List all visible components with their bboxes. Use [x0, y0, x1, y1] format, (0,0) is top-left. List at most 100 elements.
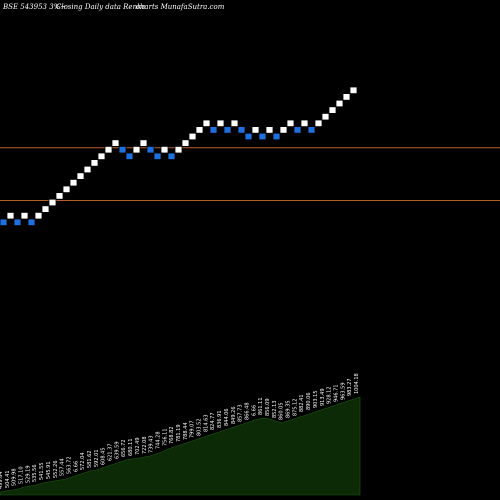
renko-brick-down — [258, 132, 267, 141]
volume-label: 656.72 — [121, 440, 127, 458]
volume-label: 739.43 — [149, 436, 155, 454]
renko-brick-up — [279, 126, 288, 134]
renko-brick-up — [20, 211, 29, 220]
renko-brick-down — [167, 152, 176, 160]
volume-label: 504.41 — [5, 471, 11, 489]
volume-label: 963.59 — [340, 383, 346, 401]
volume-label: 541.55 — [39, 463, 45, 481]
renko-brick-up — [160, 145, 169, 154]
volume-label: 844.06 — [224, 409, 230, 427]
renko-brick-up — [300, 119, 309, 127]
renko-brick-up — [83, 165, 92, 174]
volume-label: 781.19 — [176, 425, 182, 443]
volume-label: 875.12 — [292, 399, 298, 417]
volume-label: 869.35 — [286, 401, 292, 419]
volume-label: 849.26 — [231, 407, 237, 425]
renko-brick-up — [90, 159, 99, 167]
renko-brick-up — [321, 113, 330, 121]
reference-levels — [0, 147, 500, 202]
renko-brick-up — [62, 185, 71, 193]
renko-brick-up — [216, 119, 225, 127]
renko-brick-up — [188, 132, 197, 141]
chart-title: BSE 543953 3%~ — [3, 3, 67, 11]
renko-brick-up — [104, 145, 113, 154]
volume-label: 860.05 — [279, 403, 285, 421]
volume-label: 852.13 — [272, 401, 278, 419]
renko-brick-down — [272, 132, 281, 141]
volume-label: 608.45 — [101, 448, 107, 466]
chart-subtitle: Closing Daily data Renko — [56, 3, 146, 11]
renko-brick-down — [27, 218, 36, 226]
volume-label: 581.62 — [87, 451, 93, 469]
volume-label: 572.04 — [80, 453, 86, 471]
volume-label: 563.72 — [67, 457, 73, 475]
volume-label: 882.41 — [299, 395, 305, 413]
renko-brick-up — [174, 145, 183, 154]
renko-brick-down — [237, 126, 246, 134]
volume-label: 6.66 — [73, 461, 79, 472]
renko-brick-down — [307, 126, 316, 134]
volume-label: 803.52 — [197, 419, 203, 437]
renko-brick-up — [181, 139, 190, 147]
renko-brick-down — [118, 145, 127, 154]
renko-brick-up — [76, 172, 85, 180]
volume-label: 788.44 — [183, 423, 189, 441]
renko-brick-up — [342, 93, 351, 101]
renko-brick-up — [251, 126, 260, 134]
renko-brick-up — [328, 106, 337, 114]
volume-label: 857.73 — [238, 405, 244, 423]
chart-brand: charts MunafaSutra.com — [136, 3, 225, 11]
renko-brick-up — [34, 211, 43, 220]
renko-brick-down — [146, 145, 155, 154]
renko-brick-down — [125, 152, 134, 160]
volume-label: 983.27 — [347, 379, 353, 397]
volume-label: 903.15 — [313, 391, 319, 409]
volume-label: 928.12 — [327, 387, 333, 405]
volume-label: 557.44 — [60, 459, 66, 477]
volume-label: 552.26 — [53, 461, 59, 479]
renko-brick-down — [293, 126, 302, 134]
volume-label: 517.10 — [19, 467, 25, 485]
renko-brick-up — [286, 119, 295, 127]
renko-brick-up — [97, 152, 106, 160]
volume-label: 814.63 — [203, 415, 209, 433]
volume-label: 890.06 — [306, 393, 312, 411]
volume-label: 529.19 — [25, 466, 31, 484]
renko-brick-up — [230, 119, 239, 127]
volume-label: 545.91 — [46, 462, 52, 480]
renko-brick-down — [13, 218, 22, 226]
volume-label: 768.82 — [169, 427, 175, 445]
volume-label: 535.56 — [32, 465, 38, 483]
volume-label: 861.11 — [258, 398, 264, 416]
volume-label: 6.66 — [251, 405, 257, 416]
renko-brick-up — [139, 139, 148, 147]
renko-brick-down — [223, 126, 232, 134]
volume-label: 756.11 — [162, 429, 168, 447]
volume-label: 744.28 — [156, 432, 162, 450]
volume-label: 722.08 — [142, 437, 148, 455]
volume-label: 592.01 — [94, 450, 100, 468]
volume-label: 824.77 — [210, 413, 216, 431]
renko-brick-up — [202, 119, 211, 127]
renko-brick-up — [6, 211, 15, 220]
renko-brick-down — [209, 126, 218, 134]
volume-label: 702.49 — [135, 438, 141, 456]
renko-brick-up — [132, 145, 141, 154]
volume-label: 1004.18 — [354, 373, 360, 394]
volume-area — [0, 396, 361, 496]
renko-brick-up — [314, 119, 323, 127]
volume-fill — [0, 396, 361, 496]
renko-brick-up — [69, 178, 78, 187]
renko-brick-down — [244, 132, 253, 141]
renko-brick-up — [55, 192, 64, 200]
volume-label: 799.07 — [190, 421, 196, 439]
renko-brick-up — [349, 86, 358, 94]
volume-label: 509.98 — [12, 469, 18, 487]
volume-label: 639.59 — [114, 442, 120, 460]
volume-label: 946.71 — [334, 385, 340, 403]
renko-brick-up — [48, 198, 57, 207]
renko-brick-up — [335, 99, 344, 108]
volume-label: 621.37 — [108, 444, 114, 462]
